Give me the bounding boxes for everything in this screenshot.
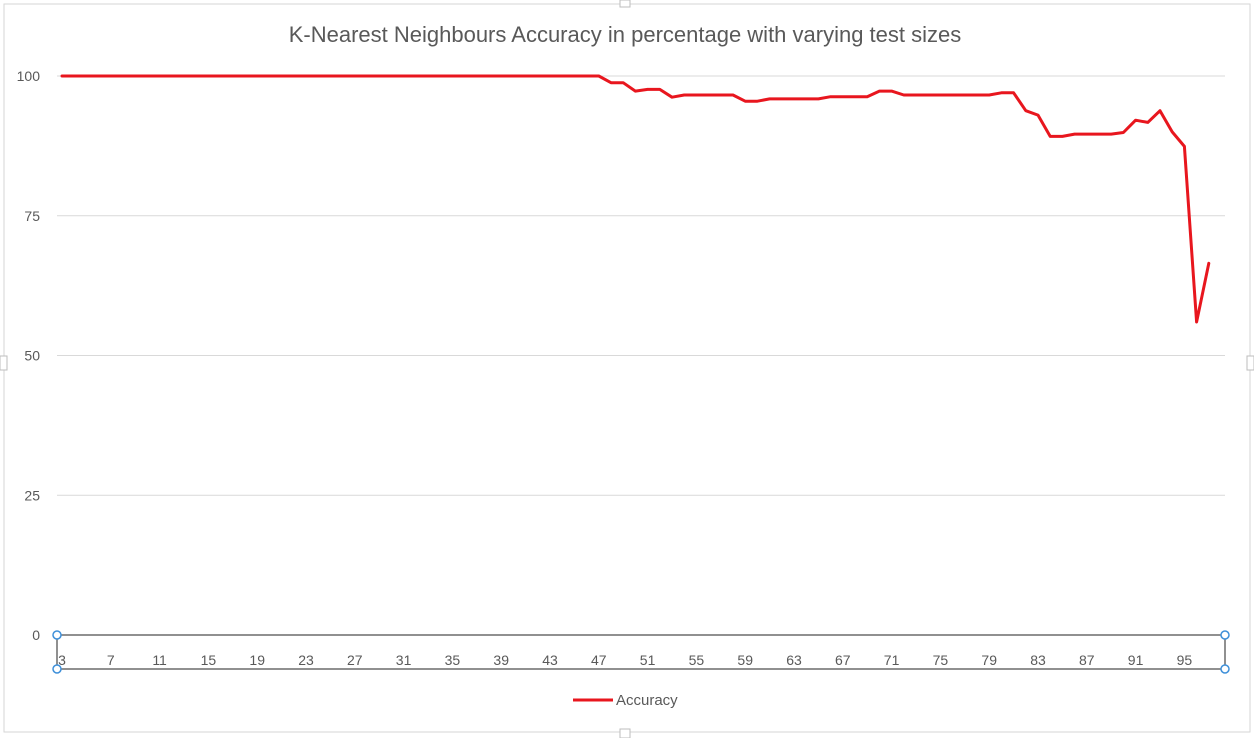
y-tick-label: 50 [24, 348, 40, 364]
resize-handle-left[interactable] [0, 355, 8, 371]
y-tick-label: 75 [24, 208, 40, 224]
x-tick-label: 15 [201, 652, 217, 668]
x-tick-label: 31 [396, 652, 412, 668]
x-tick-label: 91 [1128, 652, 1144, 668]
x-tick-label: 59 [737, 652, 753, 668]
x-tick-label: 67 [835, 652, 851, 668]
x-tick-label: 3 [58, 652, 66, 668]
x-tick-label: 79 [981, 652, 997, 668]
x-tick-label: 95 [1177, 652, 1193, 668]
selection-handle[interactable] [52, 664, 62, 674]
x-tick-label: 39 [493, 652, 509, 668]
x-tick-label: 11 [152, 652, 167, 668]
selection-handle[interactable] [52, 630, 62, 640]
y-axis-tick-labels: 0 25 50 75 100 [17, 68, 41, 643]
x-tick-label: 47 [591, 652, 607, 668]
series-accuracy[interactable] [60, 74, 1211, 324]
series-line-accuracy[interactable] [60, 74, 1211, 324]
resize-handle-right[interactable] [1246, 355, 1254, 371]
legend-label-accuracy: Accuracy [616, 692, 678, 709]
x-tick-label: 55 [689, 652, 705, 668]
selection-handle[interactable] [1220, 630, 1230, 640]
x-tick-label: 83 [1030, 652, 1046, 668]
legend[interactable]: Accuracy [573, 692, 678, 709]
y-tick-label: 25 [24, 487, 40, 503]
y-tick-label: 0 [32, 627, 40, 643]
x-tick-label: 63 [786, 652, 802, 668]
x-axis-tick-labels: 3 7 11 15 19 23 27 31 35 39 43 47 51 55 59 63 67 71 75 79 83… [58, 652, 1192, 668]
x-tick-label: 87 [1079, 652, 1095, 668]
x-axis-selection-box[interactable] [56, 634, 1226, 670]
x-tick-label: 35 [445, 652, 461, 668]
x-tick-label: 7 [107, 652, 115, 668]
y-tick-label: 100 [17, 68, 41, 84]
x-tick-label: 23 [298, 652, 314, 668]
x-tick-label: 51 [640, 652, 656, 668]
chart-border [3, 3, 1251, 733]
x-tick-label: 71 [884, 652, 900, 668]
x-axis-selection-handles[interactable] [52, 630, 1230, 674]
chart-title[interactable]: K-Nearest Neighbours Accuracy in percent… [289, 22, 962, 47]
x-tick-label: 27 [347, 652, 363, 668]
x-tick-label: 19 [249, 652, 265, 668]
resize-handle-top[interactable] [619, 0, 631, 8]
x-tick-label: 75 [933, 652, 949, 668]
selection-handle[interactable] [1220, 664, 1230, 674]
resize-handle-bottom[interactable] [619, 728, 631, 738]
x-tick-label: 43 [542, 652, 558, 668]
